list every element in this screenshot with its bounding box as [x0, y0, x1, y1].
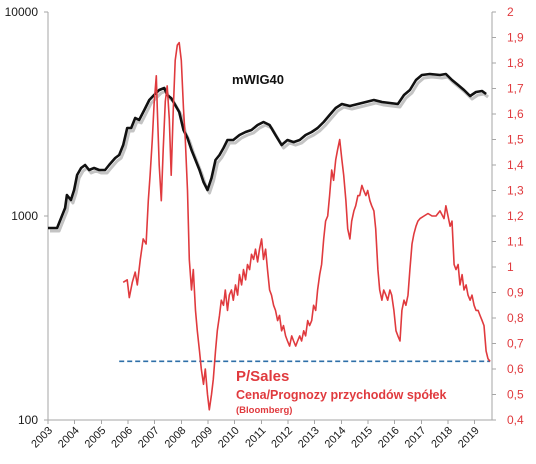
- mwig40-line: [48, 72, 487, 230]
- x-tick-label-2017: 2017: [403, 425, 429, 451]
- right-tick-label-1-8: 1,8: [507, 56, 524, 70]
- x-tick-label-2006: 2006: [109, 425, 135, 451]
- right-tick-label-0-6: 0,6: [507, 362, 524, 376]
- x-tick-label-2003: 2003: [29, 425, 55, 451]
- p-sales-source: (Bloomberg): [236, 405, 292, 416]
- x-tick-label-2019: 2019: [456, 425, 482, 451]
- x-tick-label-2011: 2011: [243, 425, 268, 450]
- right-tick-label-1-1: 1,1: [507, 235, 524, 249]
- left-tick-label-10000: 10000: [5, 5, 39, 19]
- x-tick-label-2014: 2014: [323, 425, 349, 451]
- x-tick-label-2012: 2012: [269, 425, 295, 451]
- p-sales-subtitle: Cena/Prognozy przychodów spółek: [236, 388, 446, 402]
- x-tick-label-2018: 2018: [429, 425, 455, 451]
- right-tick-label-1-3: 1,3: [507, 184, 524, 198]
- x-tick-label-2016: 2016: [376, 425, 402, 451]
- right-tick-label-1-6: 1,6: [507, 107, 524, 121]
- right-tick-label-0-5: 0,5: [507, 388, 524, 402]
- right-tick-label-0-8: 0,8: [507, 311, 524, 325]
- x-tick-label-2015: 2015: [349, 425, 375, 451]
- right-tick-label-0-9: 0,9: [507, 286, 524, 300]
- x-tick-label-2007: 2007: [136, 425, 162, 451]
- mwig40-label: mWIG40: [232, 72, 284, 87]
- left-axis-ticks: 10000 1000 100: [5, 5, 48, 427]
- mwig40-line-shadow: [50, 75, 489, 233]
- right-tick-label-0-4: 0,4: [507, 413, 524, 427]
- p-sales-label: P/Sales: [236, 368, 289, 385]
- right-tick-label-1-9: 1,9: [507, 31, 524, 45]
- right-tick-label-1-5: 1,5: [507, 133, 524, 147]
- right-axis-ticks: 2 1,9 1,8 1,7 1,6 1,5 1,4 1,3 1,2 1,1 1 0,9 0,8 0,7 0,…: [492, 5, 524, 427]
- x-tick-label-2009: 2009: [189, 425, 215, 451]
- right-tick-label-1-7: 1,7: [507, 82, 524, 96]
- p-sales-line: [122, 41, 491, 411]
- x-axis-ticks: 2003 2004 2005 2006 2007 2008 2009 2010 2011 2012…: [29, 420, 482, 451]
- right-tick-label-1: 1: [507, 260, 514, 274]
- right-tick-label-1-4: 1,4: [507, 158, 524, 172]
- right-tick-label-2: 2: [507, 5, 514, 19]
- x-tick-label-2005: 2005: [83, 425, 109, 451]
- x-tick-label-2010: 2010: [216, 425, 242, 451]
- x-tick-label-2008: 2008: [163, 425, 189, 451]
- left-tick-label-100: 100: [18, 413, 38, 427]
- x-tick-label-2013: 2013: [296, 425, 322, 451]
- x-tick-label-2004: 2004: [56, 425, 82, 451]
- left-tick-label-1000: 1000: [11, 209, 38, 223]
- right-tick-label-0-7: 0,7: [507, 337, 524, 351]
- right-tick-label-1-2: 1,2: [507, 209, 524, 223]
